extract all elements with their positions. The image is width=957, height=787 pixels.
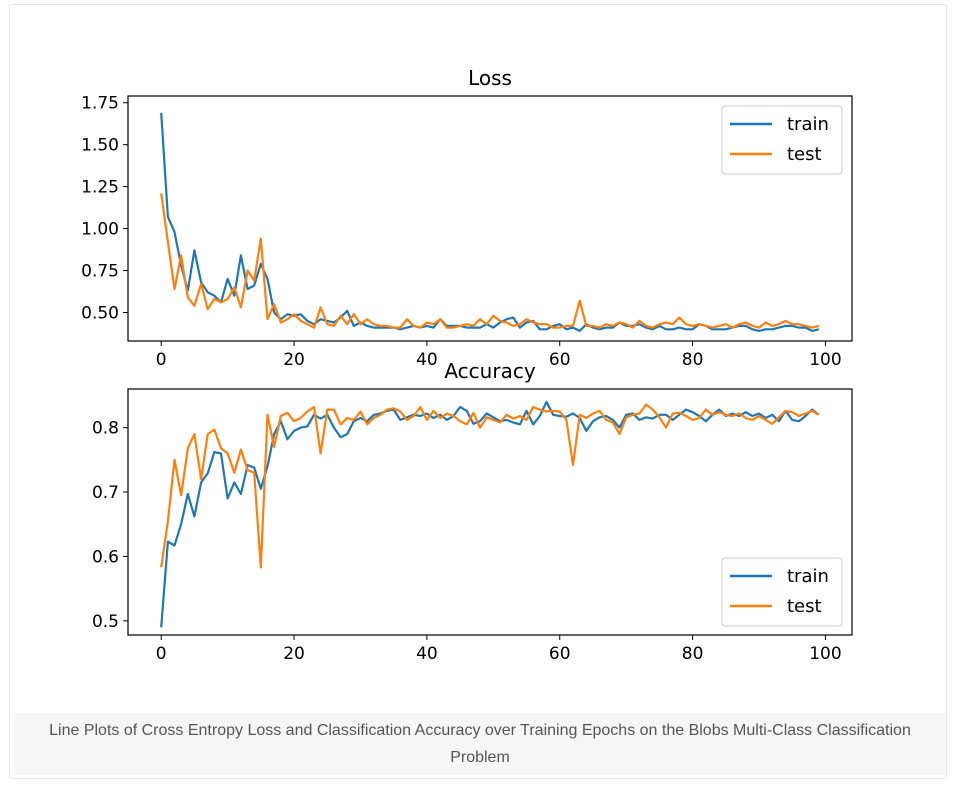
chart-1-axes-frame xyxy=(127,95,853,342)
chart-1-y-tick-label: 1.50 xyxy=(81,136,119,156)
chart-1-legend-train-label: train xyxy=(787,114,829,135)
chart-2-x-tick-label: 60 xyxy=(549,644,571,664)
chart-1-series-test-line xyxy=(160,193,820,329)
chart-2-series-test-line xyxy=(160,403,820,569)
chart-1-x-tick-label: 80 xyxy=(682,350,704,370)
chart-2-y-tick-label: 0.7 xyxy=(92,483,119,503)
chart-2-group: Accuracy 0 20 40 60 80 100 0.5 0.6 0.7 0.8 train tes… xyxy=(92,359,853,664)
chart-1-legend-test-label: test xyxy=(787,144,822,165)
chart-1-y-tick-label: 1.75 xyxy=(81,94,119,114)
chart-2-series-lines xyxy=(160,400,820,628)
chart-1-y-tick-label: 0.75 xyxy=(81,262,119,282)
chart-1-group: Loss 0 20 40 60 80 100 0.50 0.75 1.00 1.25 1.50 1.75… xyxy=(81,66,853,370)
chart-1-x-tick-label: 60 xyxy=(549,350,571,370)
chart-2-x-tick-label: 80 xyxy=(682,644,704,664)
chart-2-x-tick-label: 100 xyxy=(809,644,841,664)
chart-2-x-tick-label: 40 xyxy=(416,644,438,664)
chart-1-series-train-line xyxy=(160,112,820,332)
chart-1-y-tick-label: 0.50 xyxy=(81,303,119,323)
figure-caption: Line Plots of Cross Entropy Loss and Cla… xyxy=(14,713,946,775)
chart-1-y-tick-label: 1.25 xyxy=(81,178,119,198)
chart-2-legend-train-label: train xyxy=(787,566,829,587)
chart-1-x-tick-label: 100 xyxy=(809,350,841,370)
chart-1-legend: train test xyxy=(721,105,843,175)
chart-2-y-tick-label: 0.6 xyxy=(92,547,119,567)
chart-2-y-tick-label: 0.5 xyxy=(92,612,119,632)
chart-2-y-tick-label: 0.8 xyxy=(92,419,119,439)
chart-2-title: Accuracy xyxy=(444,359,535,383)
chart-1-series-lines xyxy=(160,112,820,332)
chart-2-legend-test-label: test xyxy=(787,596,822,617)
chart-2-legend: train test xyxy=(721,557,843,627)
chart-1-x-tick-label: 40 xyxy=(416,350,438,370)
chart-1-x-tick-label: 20 xyxy=(283,350,305,370)
chart-2-x-tick-label: 0 xyxy=(156,644,167,664)
chart-2-series-train-line xyxy=(160,400,820,628)
chart-1-x-tick-label: 0 xyxy=(156,350,167,370)
chart-1-y-tick-label: 1.00 xyxy=(81,220,119,240)
chart-2-axes-frame xyxy=(127,388,853,636)
chart-1-title: Loss xyxy=(468,66,512,90)
chart-2-x-tick-label: 20 xyxy=(283,644,305,664)
